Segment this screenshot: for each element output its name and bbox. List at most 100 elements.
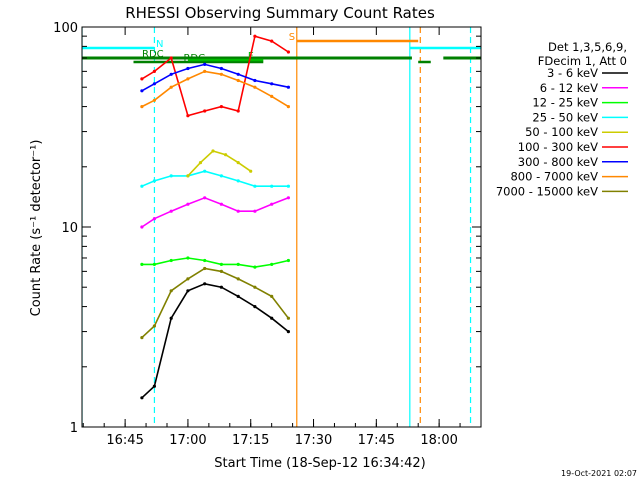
series-point-2-6: [236, 262, 240, 266]
flag-label-4: S: [289, 32, 295, 43]
series-point-3-8: [270, 184, 274, 188]
legend: Det 1,3,5,6,9,FDecim 1, Att 03 - 6 keV6 …: [496, 40, 628, 198]
flag-label-2: RDC: [183, 53, 205, 64]
y-tick-label-0: 1: [70, 421, 78, 436]
series-point-8-8: [270, 294, 274, 298]
series-point-7-0: [140, 105, 144, 109]
series-point-0-6: [236, 294, 240, 298]
series-point-5-9: [286, 50, 290, 54]
series-point-1-9: [286, 196, 290, 200]
y-axis-label: Count Rate (s⁻¹ detector⁻¹): [29, 140, 44, 317]
x-tick-label-5: 18:00: [420, 433, 457, 448]
series-line-0: [141, 282, 289, 399]
series-point-0-8: [270, 316, 274, 320]
series-point-1-1: [152, 217, 156, 221]
y-tick-label-2: 100: [53, 21, 78, 36]
legend-label-0: 3 - 6 keV: [547, 66, 598, 80]
series-point-3-6: [236, 179, 240, 183]
series-point-6-6: [236, 72, 240, 76]
series-point-8-5: [219, 269, 223, 273]
y-tick-label-1: 10: [61, 221, 78, 236]
x-tick-label-2: 17:15: [232, 433, 269, 448]
series-point-7-6: [236, 78, 240, 83]
series-point-3-0: [140, 184, 144, 188]
series-point-4-2: [211, 149, 215, 153]
series-point-3-1: [152, 179, 156, 183]
legend-label-6: 300 - 800 keV: [518, 155, 598, 169]
x-tick-label-0: 16:45: [106, 433, 143, 448]
legend-header-0: Det 1,3,5,6,9,: [548, 40, 627, 54]
series-point-2-9: [286, 258, 290, 263]
x-tick-label-3: 17:30: [295, 433, 332, 448]
series-point-2-7: [253, 265, 257, 269]
series-point-7-9: [286, 105, 290, 109]
series-point-8-2: [169, 289, 173, 293]
series-line-2: [141, 257, 289, 268]
series-point-6-1: [152, 82, 156, 86]
series-point-3-9: [286, 184, 290, 188]
series-point-0-7: [253, 305, 257, 309]
series-point-8-3: [186, 277, 190, 281]
series-point-7-3: [186, 77, 190, 81]
series-point-4-4: [236, 161, 240, 165]
series-point-7-5: [219, 72, 223, 76]
series-line-1: [141, 196, 289, 228]
x-axis-label: Start Time (18-Sep-12 16:34:42): [214, 456, 425, 471]
series-point-6-9: [286, 85, 290, 89]
series-point-1-5: [219, 202, 223, 206]
series-point-4-0: [186, 174, 190, 178]
series-point-1-2: [169, 209, 173, 213]
series-point-0-3: [186, 289, 190, 293]
series-point-8-0: [140, 336, 144, 340]
series-point-5-7: [253, 34, 257, 38]
series-point-6-3: [186, 66, 190, 71]
series-point-6-2: [169, 72, 173, 76]
legend-label-8: 7000 - 15000 keV: [496, 184, 598, 198]
series-point-2-1: [152, 262, 156, 266]
timestamp-label: 19-Oct-2021 02:07: [561, 469, 637, 478]
series-line-5: [141, 35, 289, 117]
series-point-2-0: [140, 262, 144, 266]
series-point-0-5: [219, 285, 223, 289]
legend-label-4: 50 - 100 keV: [525, 125, 598, 139]
series-point-8-6: [236, 277, 240, 281]
series-point-0-2: [169, 316, 173, 320]
series-point-5-2: [169, 56, 173, 60]
series-point-1-8: [270, 202, 274, 206]
series-point-5-4: [203, 109, 207, 113]
series-point-2-3: [186, 256, 190, 260]
series-point-1-0: [140, 225, 144, 229]
x-tick-label-1: 17:00: [169, 433, 206, 448]
series-point-4-3: [224, 153, 228, 157]
series-point-3-5: [219, 174, 223, 178]
series-point-6-4: [203, 62, 207, 66]
series-line-4: [187, 150, 252, 177]
series-point-0-9: [286, 330, 290, 334]
series-point-1-4: [203, 196, 207, 200]
series-point-4-5: [249, 169, 253, 173]
flag-label-0: N: [156, 39, 163, 50]
series-point-1-7: [253, 209, 257, 213]
series-point-6-5: [219, 66, 223, 71]
series-point-2-5: [219, 262, 223, 266]
series-point-8-1: [152, 324, 156, 328]
series-line-8: [141, 267, 290, 339]
series-point-3-2: [169, 174, 173, 178]
legend-label-1: 6 - 12 keV: [540, 81, 598, 95]
series-point-2-8: [270, 262, 274, 266]
series-point-1-3: [186, 202, 190, 206]
series-point-5-3: [186, 114, 190, 118]
legend-label-7: 800 - 7000 keV: [510, 170, 598, 184]
series-point-3-7: [253, 184, 257, 188]
legend-label-2: 12 - 25 keV: [532, 96, 598, 110]
series-point-7-4: [203, 69, 207, 73]
series-point-5-1: [152, 69, 156, 73]
series-line-7: [141, 70, 289, 108]
series-point-2-4: [203, 258, 207, 263]
chart-title: RHESSI Observing Summary Count Rates: [125, 4, 435, 22]
series-line-6: [141, 63, 289, 92]
series-point-7-2: [169, 85, 173, 89]
